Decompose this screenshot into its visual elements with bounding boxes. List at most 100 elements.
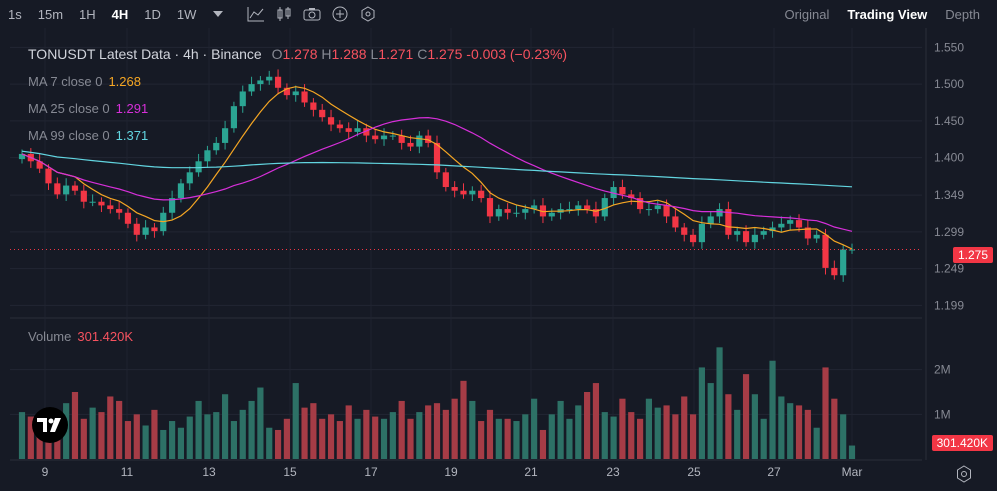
ma99-legend[interactable]: MA 99 close 0 1.371 (28, 128, 149, 143)
candle (18, 153, 26, 160)
volume-bar (54, 424, 61, 459)
candle (778, 223, 785, 228)
volume-bar (257, 387, 264, 459)
drawing-settings-icon[interactable] (354, 3, 382, 25)
volume-bar (425, 405, 432, 459)
volume-bar (742, 374, 750, 459)
candle (822, 234, 829, 268)
candle-type-icon[interactable] (270, 3, 298, 25)
last-price-tag: 1.275 (952, 247, 993, 263)
camera-icon[interactable] (298, 3, 326, 25)
volume-bar (433, 403, 441, 459)
candle (707, 216, 714, 224)
volume-bar (221, 394, 229, 459)
candle (363, 128, 370, 136)
candle (804, 227, 811, 239)
view-tab-original[interactable]: Original (784, 6, 830, 22)
candle (248, 84, 255, 92)
volume-legend[interactable]: Volume 301.420K (28, 329, 134, 344)
candle (169, 198, 176, 213)
close-value: 1.275 (427, 46, 463, 62)
candle (628, 194, 635, 199)
volume-bar (177, 427, 185, 459)
candle (478, 190, 485, 199)
timeframe-4h[interactable]: 4H (111, 6, 129, 22)
candle (751, 234, 758, 243)
ma25-legend[interactable]: MA 25 close 0 1.291 (28, 101, 149, 116)
candle (619, 187, 626, 195)
open-value: 1.278 (282, 46, 318, 62)
candle (725, 209, 732, 235)
candle (98, 201, 105, 206)
date-tick-label: 19 (444, 465, 458, 479)
candle (407, 142, 414, 147)
candle (54, 183, 61, 195)
date-tick-label: 13 (202, 465, 216, 479)
candle (186, 172, 193, 184)
volume-bar (548, 414, 555, 459)
candle (257, 80, 264, 85)
candle (274, 76, 282, 88)
volume-bar (451, 398, 458, 459)
candle (451, 187, 458, 191)
candle (787, 220, 794, 224)
volume-bar (460, 380, 467, 459)
candle (831, 267, 838, 276)
ma99-value: 1.371 (115, 128, 149, 143)
candle (539, 205, 547, 217)
price-tick-label: 1.450 (934, 114, 964, 128)
candle (433, 142, 441, 173)
chart-toolbar: 1s 15m 1H 4H 1D 1W Original Trading View Depth (0, 0, 997, 28)
candle (71, 185, 79, 191)
volume-bar (124, 421, 132, 459)
volume-bar (778, 396, 785, 459)
price-chart[interactable]: 1.550 1.500 1.450 1.400 1.349 1.299 1.249 1.199… (0, 28, 997, 491)
candle (840, 249, 847, 276)
candle (495, 209, 502, 217)
candle (734, 231, 741, 235)
candle (283, 87, 290, 96)
view-tab-depth[interactable]: Depth (945, 6, 980, 22)
volume-bar (354, 418, 361, 459)
timeframe-1w[interactable]: 1W (176, 6, 197, 22)
candle (354, 128, 361, 132)
candle (116, 209, 123, 213)
volume-bar (504, 418, 511, 459)
view-tab-trading-view[interactable]: Trading View (847, 6, 928, 22)
ma25-line (21, 116, 853, 232)
candle (636, 198, 644, 210)
candle (513, 212, 520, 214)
candle (239, 91, 246, 107)
volume-bar (71, 392, 79, 459)
date-tick-label: 21 (524, 465, 538, 479)
volume-bar (266, 427, 273, 459)
chevron-down-icon[interactable] (204, 3, 232, 25)
date-tick-label: 25 (687, 465, 701, 479)
volume-bar (142, 425, 149, 459)
add-icon[interactable] (326, 3, 354, 25)
candle (36, 161, 43, 169)
candle (769, 227, 776, 232)
timeframe-1h[interactable]: 1H (79, 6, 96, 22)
volume-bar (531, 398, 538, 459)
candle (654, 205, 661, 210)
volume-bar (619, 398, 626, 459)
date-tick-label: 9 (42, 465, 49, 479)
candle (742, 231, 750, 243)
gear-icon[interactable] (952, 462, 976, 486)
symbol-title: TONUSDT Latest Data · 4h · Binance (28, 46, 262, 62)
ma7-legend[interactable]: MA 7 close 0 1.268 (28, 74, 141, 89)
volume-bar (89, 407, 96, 459)
indicator-icon[interactable] (242, 3, 270, 25)
candle (584, 205, 591, 210)
timeframe-15m[interactable]: 15m (37, 6, 64, 22)
timeframe-1d[interactable]: 1D (144, 6, 161, 22)
volume-bar (698, 367, 705, 459)
candle (601, 198, 608, 217)
volume-bar (654, 407, 661, 459)
candle (213, 142, 220, 151)
ma25-value: 1.291 (115, 101, 149, 116)
timeframe-1s[interactable]: 1s (8, 6, 22, 22)
tradingview-logo[interactable] (32, 407, 68, 443)
volume-bar (345, 405, 352, 459)
